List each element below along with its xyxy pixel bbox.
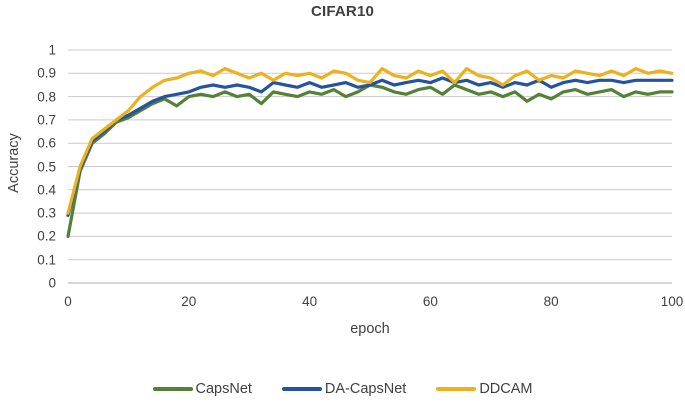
y-tick-label: 0.9 — [37, 65, 56, 81]
legend-label-da-capsnet: DA-CapsNet — [324, 381, 407, 397]
y-tick-label: 1 — [48, 42, 56, 58]
y-tick-label: 0 — [48, 275, 56, 291]
y-tick-label: 0.3 — [37, 205, 56, 221]
legend-swatch-ddcam — [436, 387, 477, 391]
series-line-ddcam — [66, 66, 674, 215]
x-tick-label: 20 — [181, 294, 197, 309]
y-tick-label: 0.7 — [37, 112, 56, 128]
x-tick-label: 60 — [422, 294, 438, 309]
y-tick-label: 0.8 — [37, 89, 56, 105]
y-tick-label: 0.6 — [37, 135, 56, 151]
legend-item-da-capsnet: DA-CapsNet — [281, 381, 407, 397]
series-line-da-capsnet — [66, 76, 674, 217]
y-tick-label: 0.2 — [37, 228, 56, 244]
x-tick-label: 0 — [64, 294, 72, 309]
x-axis-title: epoch — [350, 321, 390, 337]
legend-label-capsnet: CapsNet — [195, 381, 252, 397]
legend-swatch-capsnet — [152, 387, 193, 391]
legend-item-capsnet: CapsNet — [152, 381, 252, 397]
y-tick-label: 0.5 — [37, 159, 56, 174]
series-line-capsnet — [66, 83, 674, 238]
y-axis-title: Accuracy — [6, 133, 22, 193]
legend-item-ddcam: DDCAM — [436, 381, 532, 397]
chart-title: CIFAR10 — [310, 3, 375, 20]
legend-swatch-da-capsnet — [281, 387, 322, 391]
legend: CapsNet DA-CapsNet DDCAM — [0, 377, 685, 401]
x-tick-label: 100 — [660, 294, 684, 309]
x-tick-label: 40 — [302, 294, 318, 309]
y-tick-label: 0.4 — [37, 182, 56, 198]
y-tick-label: 0.1 — [37, 252, 56, 268]
legend-label-ddcam: DDCAM — [479, 381, 533, 397]
x-tick-label: 80 — [543, 294, 559, 309]
